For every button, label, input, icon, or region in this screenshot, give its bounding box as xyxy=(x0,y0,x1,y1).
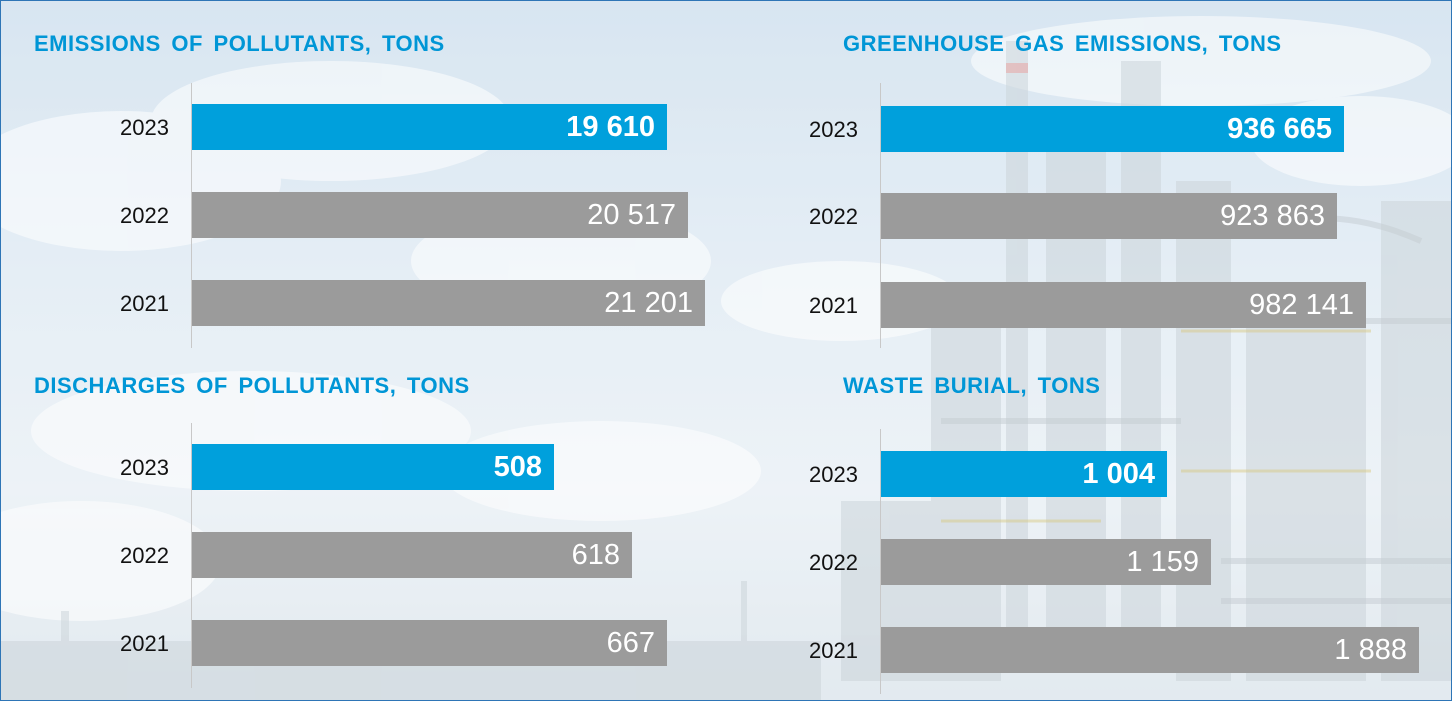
discharges-of-pollutants-title: DISCHARGES OF POLLUTANTS, TONS xyxy=(34,373,470,398)
year-label-2022: 2022 xyxy=(120,203,169,228)
waste-burial-category-axis xyxy=(880,429,881,694)
waste-burial-title: WASTE BURIAL, TONS xyxy=(843,373,1101,398)
bar-value-label: 508 xyxy=(493,451,542,483)
bar-2021: 21 201 xyxy=(192,280,705,326)
emissions-of-pollutants-category-axis xyxy=(191,83,192,348)
bar-2022: 923 863 xyxy=(881,193,1337,239)
year-label-2021: 2021 xyxy=(120,291,169,316)
emissions-of-pollutants-title: EMISSIONS OF POLLUTANTS, TONS xyxy=(34,31,445,56)
bar-value-label: 923 863 xyxy=(1220,200,1325,232)
bar-2022: 1 159 xyxy=(881,539,1211,585)
bar-2022: 20 517 xyxy=(192,192,688,238)
bar-value-label: 19 610 xyxy=(566,111,655,143)
bar-value-label: 1 888 xyxy=(1334,634,1407,666)
bar-2021: 982 141 xyxy=(881,282,1366,328)
bar-2022: 618 xyxy=(192,532,632,578)
bar-value-label: 667 xyxy=(606,627,655,659)
year-label-2023: 2023 xyxy=(809,462,858,487)
bar-value-label: 1 004 xyxy=(1082,458,1155,490)
bar-value-label: 982 141 xyxy=(1249,289,1354,321)
year-label-2022: 2022 xyxy=(809,204,858,229)
bar-2023: 1 004 xyxy=(881,451,1167,497)
year-label-2022: 2022 xyxy=(809,550,858,575)
bar-2021: 667 xyxy=(192,620,667,666)
bar-value-label: 21 201 xyxy=(604,287,693,319)
year-label-2023: 2023 xyxy=(120,115,169,140)
year-label-2021: 2021 xyxy=(809,638,858,663)
year-label-2022: 2022 xyxy=(120,543,169,568)
discharges-of-pollutants-category-axis xyxy=(191,423,192,688)
bar-value-label: 20 517 xyxy=(587,199,676,231)
bar-value-label: 1 159 xyxy=(1126,546,1199,578)
bar-2023: 19 610 xyxy=(192,104,667,150)
year-label-2023: 2023 xyxy=(809,117,858,142)
greenhouse-gas-emissions-category-axis xyxy=(880,83,881,348)
railings xyxy=(941,329,1371,523)
bar-2023: 936 665 xyxy=(881,106,1344,152)
bar-value-label: 618 xyxy=(571,539,620,571)
bar-value-label: 936 665 xyxy=(1227,113,1332,145)
year-label-2023: 2023 xyxy=(120,455,169,480)
bar-2023: 508 xyxy=(192,444,554,490)
bar-2021: 1 888 xyxy=(881,627,1419,673)
greenhouse-gas-emissions-title: GREENHOUSE GAS EMISSIONS, TONS xyxy=(843,31,1282,56)
year-label-2021: 2021 xyxy=(120,631,169,656)
year-label-2021: 2021 xyxy=(809,293,858,318)
